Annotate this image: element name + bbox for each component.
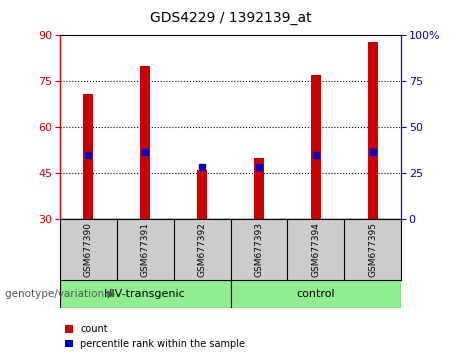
Text: HIV-transgenic: HIV-transgenic — [104, 289, 186, 299]
Text: GSM677395: GSM677395 — [368, 222, 377, 278]
Bar — [140, 66, 150, 219]
Text: genotype/variation ▶: genotype/variation ▶ — [5, 289, 115, 299]
Bar — [60, 280, 230, 308]
Text: GDS4229 / 1392139_at: GDS4229 / 1392139_at — [150, 11, 311, 25]
Text: GSM677392: GSM677392 — [198, 222, 207, 278]
Bar — [311, 75, 321, 219]
Bar — [254, 158, 264, 219]
Legend: count, percentile rank within the sample: count, percentile rank within the sample — [65, 324, 245, 349]
Bar — [197, 170, 207, 219]
Text: GSM677390: GSM677390 — [84, 222, 93, 278]
Bar — [367, 41, 378, 219]
Bar — [230, 280, 401, 308]
Text: control: control — [296, 289, 335, 299]
Text: GSM677391: GSM677391 — [141, 222, 150, 278]
Text: GSM677394: GSM677394 — [311, 222, 320, 278]
Text: GSM677393: GSM677393 — [254, 222, 263, 278]
Bar — [83, 94, 94, 219]
